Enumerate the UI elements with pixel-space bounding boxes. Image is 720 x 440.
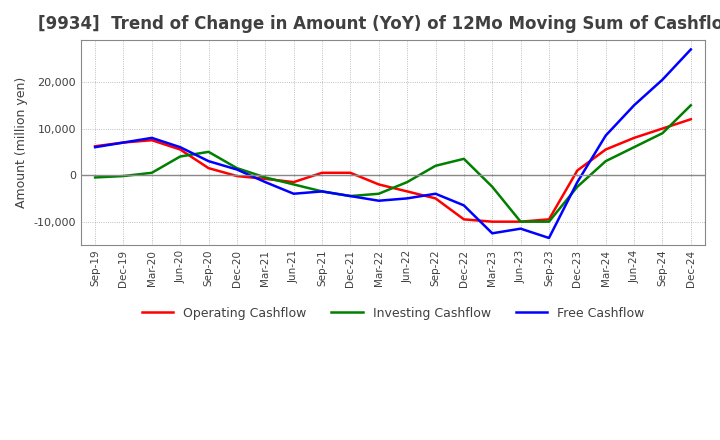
Investing Cashflow (318, 189, 326, 194)
Free Cashflow (289, 191, 298, 196)
Free Cashflow (658, 77, 667, 82)
Investing Cashflow (374, 191, 383, 196)
Free Cashflow (686, 47, 695, 52)
Operating Cashflow (544, 217, 553, 222)
Operating Cashflow (119, 140, 127, 145)
Investing Cashflow (573, 184, 582, 189)
Operating Cashflow (601, 147, 610, 152)
Investing Cashflow (488, 184, 497, 189)
Investing Cashflow (658, 131, 667, 136)
Legend: Operating Cashflow, Investing Cashflow, Free Cashflow: Operating Cashflow, Investing Cashflow, … (137, 302, 649, 325)
Investing Cashflow (148, 170, 156, 176)
Operating Cashflow (176, 147, 184, 152)
Operating Cashflow (459, 217, 468, 222)
Investing Cashflow (91, 175, 99, 180)
Operating Cashflow (686, 117, 695, 122)
Operating Cashflow (318, 170, 326, 176)
Free Cashflow (318, 189, 326, 194)
Investing Cashflow (686, 103, 695, 108)
Free Cashflow (261, 180, 269, 185)
Operating Cashflow (91, 143, 99, 149)
Investing Cashflow (431, 163, 440, 169)
Free Cashflow (516, 226, 525, 231)
Free Cashflow (431, 191, 440, 196)
Operating Cashflow (630, 135, 639, 140)
Free Cashflow (148, 135, 156, 140)
Investing Cashflow (516, 219, 525, 224)
Operating Cashflow (573, 168, 582, 173)
Free Cashflow (630, 103, 639, 108)
Operating Cashflow (148, 138, 156, 143)
Y-axis label: Amount (million yen): Amount (million yen) (15, 77, 28, 208)
Operating Cashflow (402, 189, 411, 194)
Free Cashflow (204, 158, 213, 164)
Free Cashflow (459, 203, 468, 208)
Free Cashflow (488, 231, 497, 236)
Operating Cashflow (488, 219, 497, 224)
Line: Operating Cashflow: Operating Cashflow (95, 119, 690, 222)
Line: Free Cashflow: Free Cashflow (95, 49, 690, 238)
Investing Cashflow (233, 165, 241, 171)
Investing Cashflow (289, 182, 298, 187)
Investing Cashflow (176, 154, 184, 159)
Investing Cashflow (261, 175, 269, 180)
Free Cashflow (544, 235, 553, 241)
Investing Cashflow (119, 173, 127, 179)
Free Cashflow (402, 196, 411, 201)
Free Cashflow (601, 133, 610, 138)
Operating Cashflow (516, 219, 525, 224)
Operating Cashflow (204, 165, 213, 171)
Investing Cashflow (346, 194, 355, 199)
Operating Cashflow (374, 182, 383, 187)
Investing Cashflow (459, 156, 468, 161)
Operating Cashflow (233, 173, 241, 179)
Free Cashflow (91, 145, 99, 150)
Free Cashflow (573, 180, 582, 185)
Investing Cashflow (601, 158, 610, 164)
Free Cashflow (233, 167, 241, 172)
Free Cashflow (346, 194, 355, 199)
Operating Cashflow (289, 180, 298, 185)
Investing Cashflow (544, 219, 553, 224)
Free Cashflow (374, 198, 383, 203)
Free Cashflow (119, 140, 127, 145)
Operating Cashflow (658, 126, 667, 131)
Investing Cashflow (630, 145, 639, 150)
Investing Cashflow (402, 180, 411, 185)
Operating Cashflow (346, 170, 355, 176)
Free Cashflow (176, 145, 184, 150)
Operating Cashflow (261, 176, 269, 181)
Line: Investing Cashflow: Investing Cashflow (95, 105, 690, 222)
Operating Cashflow (431, 196, 440, 201)
Title: [9934]  Trend of Change in Amount (YoY) of 12Mo Moving Sum of Cashflows: [9934] Trend of Change in Amount (YoY) o… (37, 15, 720, 33)
Investing Cashflow (204, 149, 213, 154)
